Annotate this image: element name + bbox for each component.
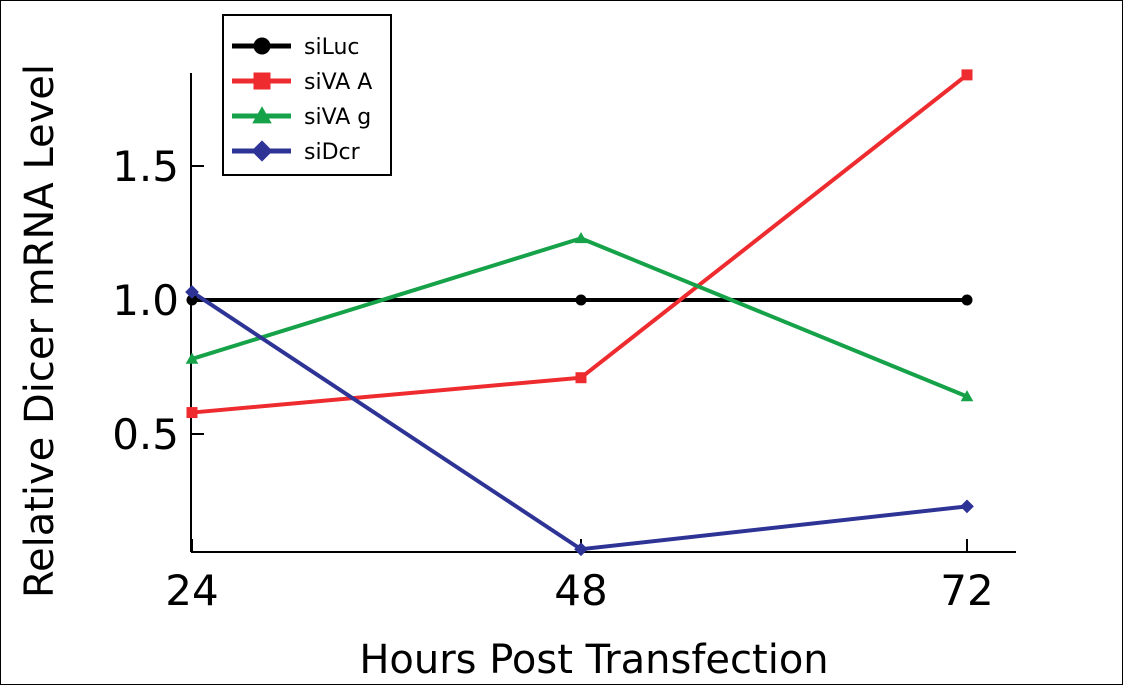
data-point-siva-g <box>960 390 974 402</box>
x-axis-title: Hours Post Transfection <box>359 637 828 683</box>
y-axis-title: Relative Dicer mRNA Level <box>17 64 63 598</box>
legend: siLuc siVA A siVA g siDcr <box>222 14 392 176</box>
y-tick-label: 1.5 <box>112 142 179 191</box>
x-tick-label: 48 <box>554 566 607 615</box>
data-point-sidcr <box>185 285 199 299</box>
series-markers <box>185 69 974 557</box>
legend-item-siva-a: siVA A <box>232 70 372 95</box>
data-point-siluc <box>575 294 587 306</box>
legend-item-siluc: siLuc <box>232 35 359 60</box>
legend-label: siVA A <box>304 70 372 95</box>
legend-item-sidcr: siDcr <box>232 140 361 165</box>
data-point-siva-g <box>574 232 588 244</box>
series-line-sidcr <box>190 290 968 552</box>
legend-label: siVA g <box>304 105 371 130</box>
legend-marker <box>252 106 272 124</box>
y-tick-label: 0.5 <box>112 410 179 459</box>
data-point-siva-a <box>961 69 973 81</box>
legend-box <box>222 14 392 176</box>
data-point-siva-a <box>575 372 587 384</box>
legend-entries: siLuc siVA A siVA g siDcr <box>232 35 372 165</box>
legend-marker <box>251 140 273 162</box>
legend-label: siLuc <box>304 35 359 60</box>
legend-marker <box>253 37 271 55</box>
legend-label: siDcr <box>304 140 361 165</box>
data-point-siluc <box>186 294 198 306</box>
x-tick-label: 72 <box>940 566 993 615</box>
ticks: 0.5 1.0 1.5 24 48 72 <box>112 142 994 615</box>
x-tick-label: 24 <box>165 566 218 615</box>
data-point-siva-a <box>186 407 198 419</box>
legend-marker <box>253 72 271 90</box>
data-point-sidcr <box>574 542 588 557</box>
data-point-sidcr <box>960 499 974 514</box>
legend-item-siva-g: siVA g <box>232 105 371 130</box>
y-tick-label: 1.0 <box>112 276 179 325</box>
data-point-siluc <box>961 294 973 306</box>
data-point-siva-g <box>185 352 199 364</box>
axes <box>190 73 1016 553</box>
